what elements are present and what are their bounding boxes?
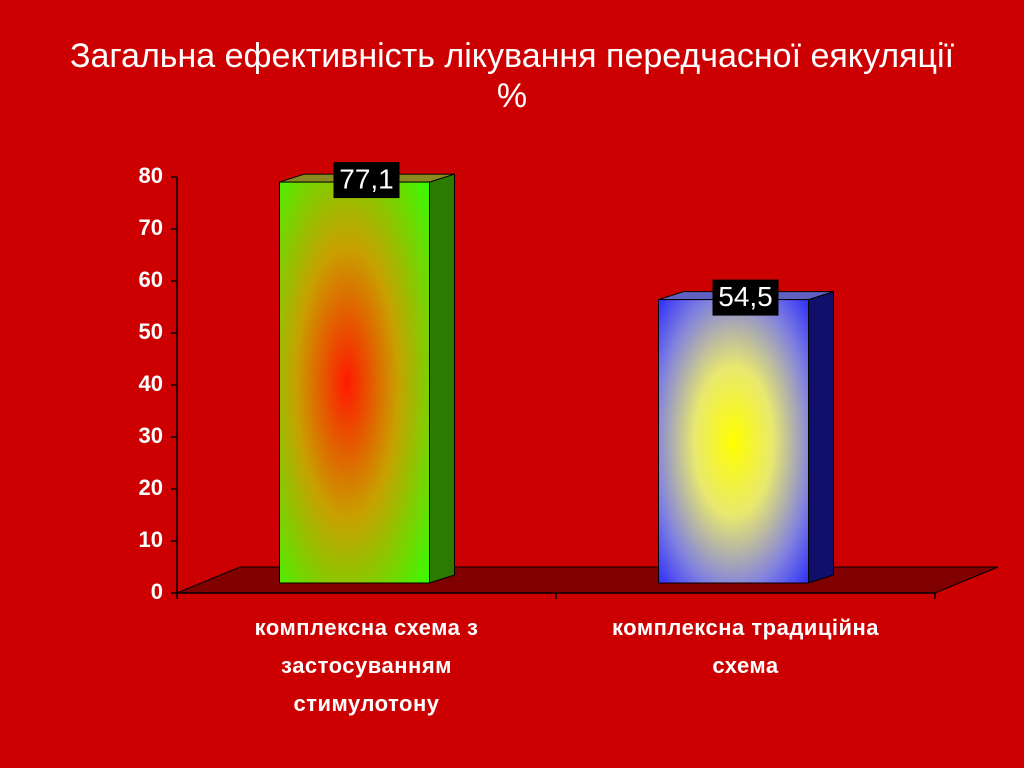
bar [279,181,430,584]
x-tick-label: комплексна традиційна [612,615,879,640]
chart-unit: % [497,77,527,115]
x-tick-label: застосуванням [281,653,452,678]
value-label: 54,5 [718,281,773,312]
value-label: 77,1 [339,163,394,194]
x-tick-label: схема [712,653,779,678]
y-tick-label: 0 [151,579,163,604]
bar-side [808,290,834,584]
x-tick-label: комплексна схема з [255,615,479,640]
value-label-box [333,162,400,199]
y-tick-label: 30 [139,423,163,448]
y-tick-label: 40 [139,371,163,396]
y-tick-label: 10 [139,527,163,552]
x-tick-label: стимулотону [294,691,440,716]
bar-side [429,173,455,584]
y-tick-label: 60 [139,267,163,292]
value-label-box [712,279,779,316]
y-tick-label: 20 [139,475,163,500]
y-tick-label: 70 [139,215,163,240]
y-tick-label: 50 [139,319,163,344]
bar [658,299,809,584]
y-tick-label: 80 [139,163,163,188]
chart-title: Загальна ефективність лікування передчас… [70,37,955,75]
